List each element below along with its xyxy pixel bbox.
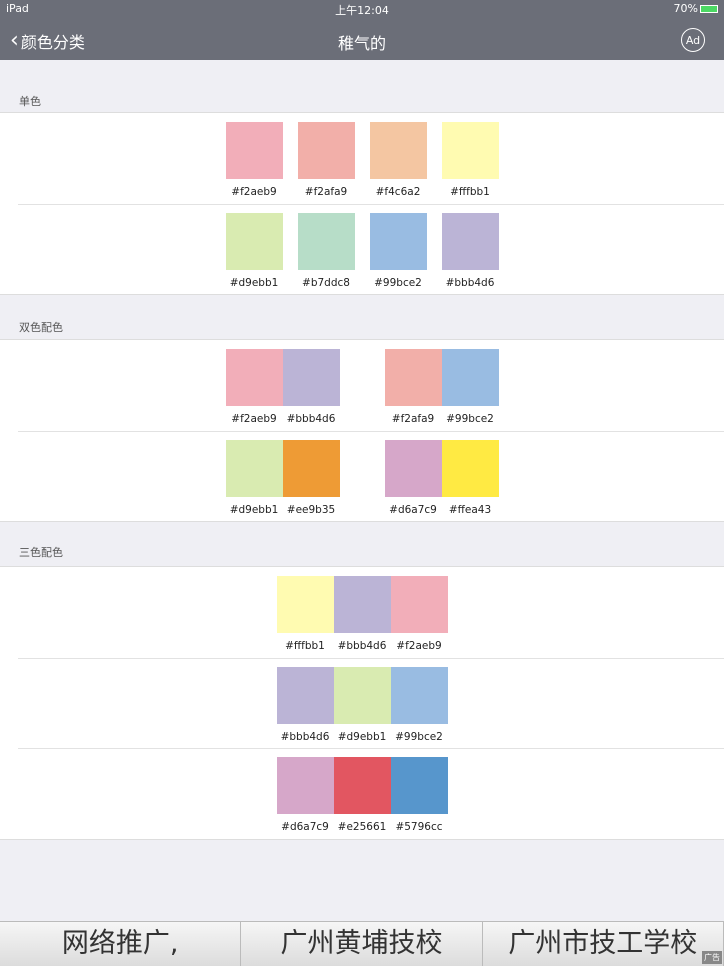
color-scheme[interactable]: #d6a7c9 #e25661 #5796cc [276, 757, 448, 839]
back-button[interactable]: ‹ 颜色分类 [10, 28, 85, 53]
color-row[interactable]: #bbb4d6 #d9ebb1 #99bce2 [0, 657, 724, 749]
color-hex-label: #fffbb1 [450, 186, 490, 198]
color-hex-label: #99bce2 [395, 730, 443, 743]
color-swatch [441, 349, 499, 406]
color-hex-label: #bbb4d6 [286, 413, 336, 425]
color-swatch [225, 122, 283, 179]
color-row[interactable]: #d6a7c9 #e25661 #5796cc [0, 748, 724, 839]
color-hex-label: #e25661 [337, 821, 387, 833]
color-swatch [384, 349, 442, 406]
top-bar: iPad 上午12:04 70% ‹ 颜色分类 稚气的 Ad [0, 0, 724, 60]
color-row[interactable]: #d9ebb1 #b7ddc8 #99bce2 #bbb4d6 [0, 203, 724, 295]
color-scheme[interactable]: #d9ebb1 [225, 212, 283, 295]
color-swatch [225, 349, 283, 406]
color-row[interactable]: #f2aeb9 #bbb4d6 #f2afa9 #99bce2 [0, 340, 724, 431]
section-header: 单色 [19, 95, 41, 108]
color-row[interactable]: #f2aeb9 #f2afa9 #f4c6a2 #fffbb1 [0, 113, 724, 204]
color-hex-label: #ffea43 [448, 503, 492, 516]
section-list: #f2aeb9 #f2afa9 #f4c6a2 #fffbb1 #d9ebb1 #b7dd… [0, 112, 724, 295]
section-header: 双色配色 [19, 321, 63, 334]
color-hex-label: #fffbb1 [285, 640, 325, 652]
color-swatch [333, 576, 391, 633]
device-label: iPad [6, 2, 29, 15]
color-hex-label: #f4c6a2 [375, 186, 421, 198]
color-scheme[interactable]: #99bce2 [369, 212, 427, 295]
color-hex-label: #d6a7c9 [389, 503, 437, 516]
battery-icon [700, 5, 718, 13]
color-scheme[interactable]: #fffbb1 #bbb4d6 #f2aeb9 [276, 576, 448, 658]
color-swatch [276, 757, 334, 814]
color-scheme[interactable]: #fffbb1 [441, 122, 499, 204]
color-swatch [225, 439, 283, 497]
color-swatch [333, 666, 391, 724]
chevron-left-icon: ‹ [10, 28, 19, 53]
color-hex-label: #99bce2 [446, 413, 494, 425]
ad-banner[interactable]: 网络推广, 广州黄埔技校 广州市技工学校 广告 [0, 921, 724, 966]
color-hex-label: #ee9b35 [286, 503, 336, 516]
color-swatch [441, 439, 499, 497]
color-swatch [390, 666, 448, 724]
color-hex-label: #f2aeb9 [396, 640, 442, 652]
color-scheme[interactable]: #bbb4d6 #d9ebb1 #99bce2 [276, 666, 448, 749]
page-title: 稚气的 [337, 34, 386, 53]
color-row[interactable]: #fffbb1 #bbb4d6 #f2aeb9 [0, 567, 724, 658]
color-hex-label: #f2afa9 [304, 186, 348, 198]
color-row[interactable]: #d9ebb1 #ee9b35 #d6a7c9 #ffea43 [0, 430, 724, 522]
color-swatch [390, 757, 448, 814]
color-swatch [225, 212, 283, 270]
color-scheme[interactable]: #f2afa9 #99bce2 [384, 349, 499, 431]
color-scheme[interactable]: #d9ebb1 #ee9b35 [225, 439, 340, 522]
ad-tag: 广告 [702, 951, 722, 964]
clock: 上午12:04 [335, 4, 389, 17]
color-hex-label: #d9ebb1 [229, 276, 279, 289]
color-swatch [297, 212, 355, 270]
color-swatch [441, 122, 499, 179]
section-list: #f2aeb9 #bbb4d6 #f2afa9 #99bce2 #d9ebb1 #ee9b… [0, 339, 724, 522]
color-hex-label: #d9ebb1 [337, 730, 387, 743]
back-label: 颜色分类 [20, 32, 85, 52]
section-header: 三色配色 [19, 546, 63, 559]
color-hex-label: #bbb4d6 [337, 640, 387, 652]
battery-percent: 70% [673, 2, 698, 15]
color-swatch [384, 439, 442, 497]
color-scheme[interactable]: #d6a7c9 #ffea43 [384, 439, 499, 522]
color-hex-label: #f2aeb9 [231, 186, 277, 198]
color-swatch [297, 122, 355, 179]
color-hex-label: #f2afa9 [391, 413, 435, 425]
color-hex-label: #bbb4d6 [445, 276, 495, 289]
color-hex-label: #d9ebb1 [229, 503, 279, 516]
ad-item[interactable]: 广州黄埔技校 [241, 922, 483, 966]
color-swatch [282, 439, 340, 497]
color-swatch [282, 349, 340, 406]
color-hex-label: #bbb4d6 [280, 730, 330, 743]
color-scheme[interactable]: #b7ddc8 [297, 212, 355, 295]
color-swatch [276, 576, 334, 633]
color-swatch [276, 666, 334, 724]
ad-item[interactable]: 广州市技工学校 [483, 922, 724, 966]
color-hex-label: #d6a7c9 [281, 821, 329, 833]
color-scheme[interactable]: #f4c6a2 [369, 122, 427, 204]
ad-item[interactable]: 网络推广, [0, 922, 242, 966]
ad-button[interactable]: Ad [681, 28, 705, 52]
color-swatch [369, 122, 427, 179]
section-list: #fffbb1 #bbb4d6 #f2aeb9 #bbb4d6 #d9ebb1 #99bc… [0, 566, 724, 840]
color-scheme[interactable]: #bbb4d6 [441, 212, 499, 295]
color-hex-label: #b7ddc8 [302, 276, 350, 289]
color-swatch [333, 757, 391, 814]
color-scheme[interactable]: #f2aeb9 [225, 122, 283, 204]
color-scheme[interactable]: #f2aeb9 #bbb4d6 [225, 349, 340, 431]
color-swatch [441, 212, 499, 270]
color-swatch [390, 576, 448, 633]
color-swatch [369, 212, 427, 270]
color-scheme[interactable]: #f2afa9 [297, 122, 355, 204]
color-hex-label: #f2aeb9 [231, 413, 277, 425]
color-hex-label: #5796cc [395, 821, 443, 833]
color-hex-label: #99bce2 [374, 276, 422, 289]
